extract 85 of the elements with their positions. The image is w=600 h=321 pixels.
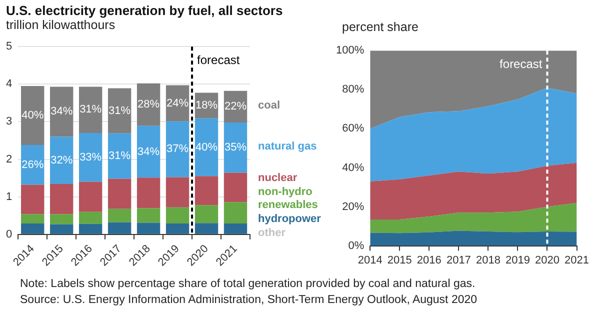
bar [108,88,132,134]
y-axis-title: percent share [342,20,418,34]
bar [166,207,190,224]
y-tick-label: 20% [342,200,364,213]
bar [136,222,160,234]
text: Note: Labels show percentage share of total generation provided by coal and natural gas. [20,277,476,292]
y-axis-title: trillion kilowatthours [6,18,116,32]
bar [224,223,248,234]
y-tick-label: 3 [6,116,12,128]
series-label: other [258,226,286,239]
x-tick-label: 2018 [476,254,500,266]
bar [108,178,132,209]
annotation: 37% [166,143,189,156]
annotation: 40% [196,141,218,154]
annotation: 40% [22,109,44,122]
bar [166,223,190,234]
bar [78,212,102,224]
bar [194,205,218,224]
bar [136,126,160,178]
bar [194,223,218,234]
bar [50,224,74,234]
annotation: 31% [108,150,131,162]
x-tick-label: 2014 [358,254,382,266]
y-tick-label: 1 [6,190,12,203]
bar [21,86,44,145]
y-tick-label: 0 [6,228,12,240]
series-label: non-hydro renewables [258,186,318,211]
annotation: 26% [22,158,44,171]
bar [166,177,190,208]
bar [108,208,132,222]
bar [136,208,160,223]
series-label: nuclear [258,172,298,184]
bar [136,83,160,126]
y-tick-label: 40% [342,162,364,174]
x-tick-label: 2019 [505,254,530,266]
x-tick-label: 2017 [446,254,471,266]
annotation: 35% [224,142,247,154]
bar [136,178,160,208]
annotation: 22% [224,100,247,113]
bar [78,224,102,234]
annotation: 31% [108,104,131,117]
y-tick-label: 80% [342,84,364,96]
bar [78,86,102,133]
annotation: 33% [80,151,102,164]
x-tick-label: 2021 [564,254,590,266]
chart-title: U.S. electricity generation by fuel, all sectors [6,3,283,18]
x-tick-label: 2015 [387,254,412,266]
annotation: 34% [138,146,160,158]
annotation: 28% [138,98,160,110]
series-label: coal [258,100,280,112]
y-tick-label: 100% [336,44,364,57]
series-label: hydropower [258,212,322,225]
bar [224,122,248,173]
ref-line-label: forecast [500,56,543,71]
bar [50,214,74,224]
bar [50,86,74,137]
bar [78,132,102,182]
bar [166,121,190,178]
x-tick-label: 2020 [535,254,560,266]
annotation: 31% [80,104,102,116]
x-tick-label: 2016 [416,254,442,266]
annotation: 24% [166,97,189,110]
ref-line-label: forecast [197,52,240,67]
y-tick-label: 4 [6,78,12,90]
annotation: 32% [50,154,73,166]
bar [78,182,102,212]
annotation: 18% [196,100,218,112]
bar [21,184,44,214]
y-tick-label: 2 [6,153,12,166]
bar [50,184,74,214]
bar [224,172,248,202]
bar [21,223,44,234]
y-tick-label: 5 [6,40,12,53]
y-tick-label: 0% [348,240,364,252]
bar [194,118,218,176]
annotation: 34% [50,106,73,118]
source-note: Source: U.S. Energy Information Administration, Short-Term Energy Outlook, August 2020 [20,293,478,308]
bar [50,136,74,184]
bar [108,222,132,234]
y-tick-label: 60% [342,122,364,135]
bar [224,202,248,224]
bar [21,214,44,224]
bar [108,133,132,179]
series-label: natural gas [258,140,317,153]
bar [194,176,218,206]
